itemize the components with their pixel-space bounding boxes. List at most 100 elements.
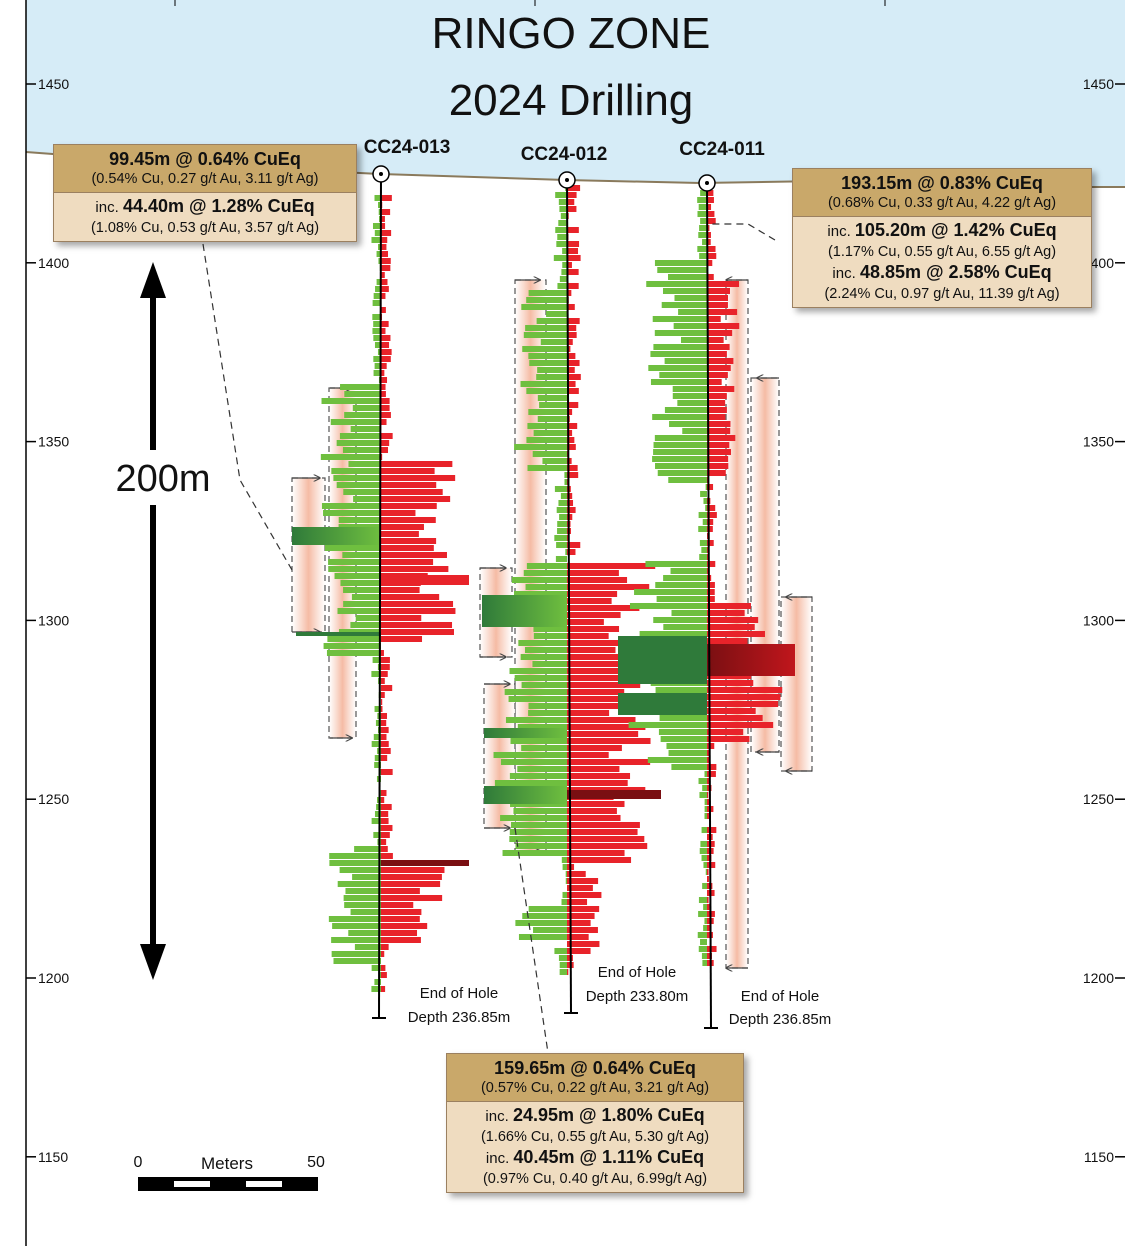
cu-assay-bar bbox=[657, 470, 707, 476]
cu-assay-bar bbox=[350, 426, 381, 432]
cu-assay-bar bbox=[371, 986, 381, 992]
cu-assay-bar bbox=[556, 241, 567, 247]
grade-assay-bar bbox=[567, 710, 610, 716]
cu-assay-bar bbox=[324, 545, 381, 551]
cu-assay-bar bbox=[526, 297, 567, 303]
cu-assay-bar bbox=[557, 234, 567, 240]
grade-assay-bar bbox=[567, 227, 579, 233]
grade-assay-bar bbox=[381, 874, 442, 880]
grade-assay-bar bbox=[707, 603, 751, 609]
cu-assay-bar bbox=[629, 603, 707, 609]
section-title-line1: RINGO ZONE bbox=[432, 9, 711, 58]
grade-assay-bar bbox=[567, 304, 575, 310]
grade-assay-bar bbox=[381, 755, 388, 761]
grade-assay-bar bbox=[381, 811, 389, 817]
grade-assay-bar bbox=[381, 692, 385, 698]
cu-assay-bar bbox=[371, 237, 381, 243]
cu-assay-bar bbox=[331, 951, 381, 957]
intercept-body: inc. 105.20m @ 1.42% CuEq (1.17% Cu, 0.5… bbox=[793, 217, 1091, 307]
cu-assay-bar bbox=[323, 510, 381, 516]
grade-assay-bar bbox=[567, 360, 580, 366]
grade-assay-bar bbox=[707, 729, 744, 735]
cu-assay-bar bbox=[526, 437, 567, 443]
grade-assay-bar bbox=[567, 290, 572, 296]
elevation-label-right: 1150 bbox=[1084, 1149, 1114, 1165]
intercept-inc2-detail: (0.97% Cu, 0.40 g/t Au, 6.99g/t Ag) bbox=[482, 1171, 708, 1187]
high-grade-cu-block bbox=[292, 527, 381, 545]
grade-assay-bar bbox=[381, 706, 383, 712]
grade-assay-bar bbox=[707, 764, 717, 770]
cu-assay-bar bbox=[520, 381, 567, 387]
cu-assay-bar bbox=[342, 552, 381, 558]
grade-assay-bar bbox=[707, 694, 781, 700]
vertical-scale-label: 200m bbox=[115, 458, 210, 500]
cu-assay-bar bbox=[562, 864, 567, 870]
grade-assay-bar bbox=[381, 433, 393, 439]
high-grade-cu-block bbox=[484, 728, 567, 738]
callout-leader-line bbox=[202, 243, 293, 571]
cu-assay-bar bbox=[671, 610, 707, 616]
grade-assay-bar bbox=[567, 549, 576, 555]
cu-assay-bar bbox=[555, 227, 567, 233]
cu-assay-bar bbox=[376, 279, 381, 285]
cu-assay-bar bbox=[554, 486, 567, 492]
grade-assay-bar bbox=[381, 832, 390, 838]
cu-assay-bar bbox=[663, 624, 707, 630]
cu-assay-bar bbox=[330, 419, 381, 425]
grade-assay-bar bbox=[707, 904, 710, 910]
cu-assay-bar bbox=[500, 759, 567, 765]
intercept-body: inc. 24.95m @ 1.80% CuEq (1.66% Cu, 0.55… bbox=[447, 1102, 743, 1192]
cu-assay-bar bbox=[505, 717, 567, 723]
grade-assay-bar bbox=[567, 199, 575, 205]
grade-assay-bar bbox=[567, 493, 573, 499]
eoh-depth-cc24-013: Depth 236.85m bbox=[408, 1009, 511, 1026]
cu-assay-bar bbox=[343, 489, 381, 495]
grade-assay-bar bbox=[381, 265, 391, 271]
grade-assay-bar bbox=[381, 720, 387, 726]
grade-assay-bar bbox=[567, 815, 621, 821]
grade-assay-bar bbox=[381, 384, 386, 390]
cu-assay-bar bbox=[653, 449, 707, 455]
grade-assay-bar bbox=[567, 332, 577, 338]
cu-assay-bar bbox=[515, 920, 567, 926]
grade-assay-bar bbox=[707, 379, 722, 385]
cu-assay-bar bbox=[372, 657, 381, 663]
cu-assay-bar bbox=[661, 302, 707, 308]
intercept-main-detail: (0.54% Cu, 0.27 g/t Au, 3.11 g/t Ag) bbox=[91, 171, 319, 187]
intercept-inc1-detail: (1.17% Cu, 0.55 g/t Au, 6.55 g/t Ag) bbox=[827, 244, 1057, 260]
grade-assay-bar bbox=[707, 351, 727, 357]
grade-assay-bar bbox=[567, 780, 628, 786]
grade-assay-bar bbox=[381, 461, 453, 467]
cu-assay-bar bbox=[698, 204, 707, 210]
grade-assay-bar bbox=[381, 447, 389, 453]
cu-assay-bar bbox=[655, 463, 707, 469]
cu-assay-bar bbox=[343, 895, 381, 901]
grade-assay-bar bbox=[567, 913, 595, 919]
scale-bar bbox=[138, 1177, 318, 1191]
grade-assay-bar bbox=[567, 444, 576, 450]
cu-assay-bar bbox=[542, 458, 567, 464]
grade-assay-bar bbox=[381, 664, 390, 670]
cu-assay-bar bbox=[373, 356, 381, 362]
callout-leader-line bbox=[514, 827, 549, 1054]
grade-assay-bar bbox=[707, 750, 710, 756]
cu-assay-bar bbox=[344, 902, 381, 908]
cu-assay-bar bbox=[562, 892, 567, 898]
intercept-main: 99.45m @ 0.64% CuEq bbox=[109, 149, 301, 169]
cu-assay-bar bbox=[659, 372, 707, 378]
cu-assay-bar bbox=[339, 867, 381, 873]
cu-assay-bar bbox=[698, 232, 707, 238]
cu-assay-bar bbox=[564, 472, 567, 478]
elevation-label-right: 1300 bbox=[1083, 612, 1114, 628]
cu-assay-bar bbox=[555, 192, 567, 198]
cu-assay-bar bbox=[562, 262, 567, 268]
cu-assay-bar bbox=[565, 878, 567, 884]
cu-assay-bar bbox=[351, 594, 381, 600]
cu-assay-bar bbox=[352, 874, 381, 880]
cu-assay-bar bbox=[556, 542, 567, 548]
grade-assay-bar bbox=[567, 836, 645, 842]
grade-assay-bar bbox=[707, 925, 710, 931]
grade-assay-bar bbox=[707, 561, 716, 567]
grade-assay-bar bbox=[567, 885, 593, 891]
cu-assay-bar bbox=[522, 346, 567, 352]
